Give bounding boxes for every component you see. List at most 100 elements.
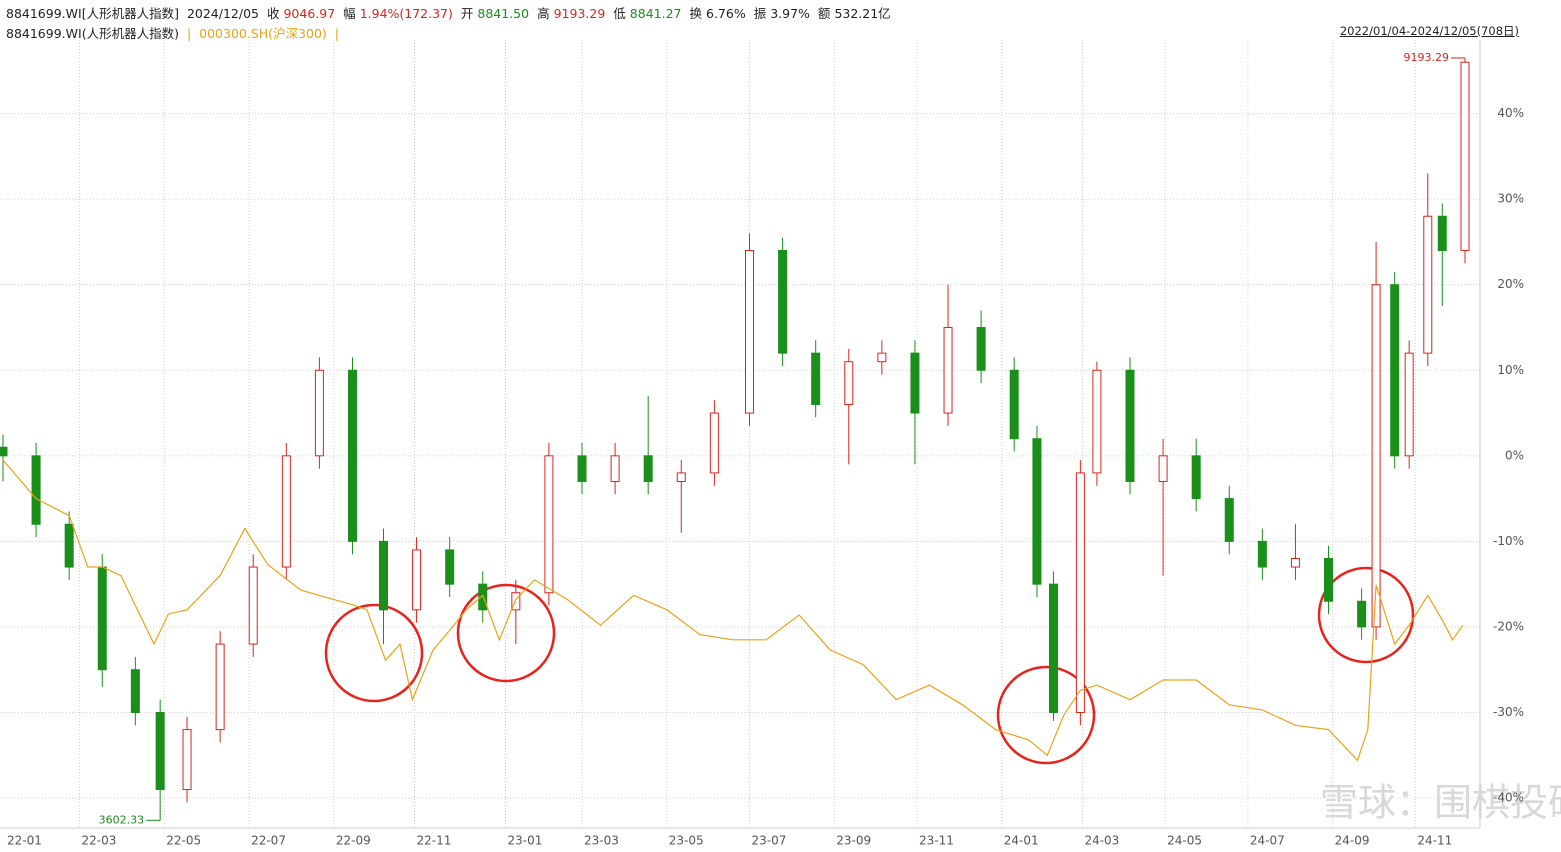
x-tick-label: 24-05	[1167, 834, 1202, 848]
watermark: 雪球：围棋投研	[1320, 781, 1561, 825]
quote-bar: 8841699.WI[人形机器人指数] 2024/12/05 收 9046.97 …	[6, 3, 895, 22]
candle-body	[577, 455, 587, 482]
x-tick-label: 23-03	[584, 834, 619, 848]
y-tick-label: 10%	[1497, 363, 1524, 377]
legend-compare[interactable]: 000300.SH(沪深300)	[199, 26, 327, 41]
candle-body	[910, 352, 920, 414]
candle-body	[511, 592, 521, 611]
candle-body	[1324, 557, 1334, 602]
candle-body	[1257, 540, 1267, 568]
x-tick-label: 22-09	[336, 834, 371, 848]
candle-body	[155, 711, 165, 790]
candle-body	[709, 412, 719, 474]
turnover: 6.76%	[706, 6, 746, 21]
candle-body	[0, 446, 8, 457]
x-tick-label: 24-07	[1250, 834, 1285, 848]
amount: 532.21亿	[834, 6, 891, 21]
candle-body	[445, 549, 455, 585]
candle-body	[412, 549, 422, 611]
candle-body	[248, 566, 258, 645]
legend: 8841699.WI(人形机器人指数) | 000300.SH(沪深300) |	[6, 23, 343, 42]
candle-body	[1191, 455, 1201, 500]
candle-body	[1423, 215, 1433, 354]
candle-body	[976, 326, 986, 371]
candle-body	[778, 249, 788, 354]
y-tick-label: 0%	[1505, 448, 1524, 462]
candle-body	[478, 583, 488, 611]
label: 低	[613, 6, 626, 21]
y-tick-label: 20%	[1497, 277, 1524, 291]
y-tick-label: -40%	[1493, 791, 1524, 805]
x-tick-label: 22-05	[166, 834, 201, 848]
y-tick-label: -30%	[1493, 705, 1524, 719]
label: 收	[266, 6, 280, 21]
x-tick-label: 22-11	[417, 834, 452, 848]
y-tick-label: -20%	[1493, 619, 1524, 633]
candle-body	[1357, 600, 1367, 628]
candle-body	[610, 455, 620, 482]
candle-body	[1390, 284, 1400, 457]
candle-body	[314, 369, 324, 457]
label: 振	[753, 6, 767, 21]
highlight-circle	[456, 583, 556, 683]
low: 8841.27	[629, 6, 682, 21]
candle-body	[1437, 215, 1447, 251]
candle-body	[745, 249, 755, 414]
open: 8841.50	[477, 6, 530, 21]
candle-body	[347, 369, 357, 542]
candle-body	[1158, 455, 1168, 482]
highlight-circle	[1317, 566, 1415, 664]
candle-body	[943, 326, 953, 414]
y-tick-label: -10%	[1493, 534, 1524, 548]
amplitude: 3.97%	[770, 6, 810, 21]
candle-body	[1032, 438, 1042, 585]
candle-body	[676, 472, 686, 482]
change: 1.94%(172.37)	[359, 6, 453, 21]
highlight-circle	[996, 665, 1096, 765]
candle-body	[643, 455, 653, 482]
candle-body	[281, 455, 291, 568]
candle-body	[1075, 472, 1085, 713]
candle-body	[1224, 498, 1234, 542]
candle-body	[97, 566, 107, 671]
label: 开	[460, 6, 474, 21]
label: 幅	[343, 6, 356, 21]
candle-body	[64, 523, 74, 568]
candle-body	[844, 361, 854, 405]
close: 9046.97	[283, 6, 336, 21]
candle-body	[544, 455, 554, 594]
candle-body	[1092, 369, 1102, 474]
label: 高	[537, 6, 550, 21]
candle-body	[1125, 369, 1135, 482]
x-tick-label: 22-01	[7, 834, 42, 848]
x-tick-label: 23-07	[752, 834, 787, 848]
code: 8841699.WI[人形机器人指数]	[6, 6, 179, 21]
separator: |	[186, 26, 192, 41]
x-tick-label: 23-01	[507, 834, 542, 848]
candle-body	[1290, 557, 1300, 568]
y-tick-label: 40%	[1497, 106, 1524, 120]
x-tick-label: 24-09	[1335, 834, 1370, 848]
annotation: 9193.29	[1404, 51, 1450, 64]
x-tick-label: 22-07	[251, 834, 286, 848]
high: 9193.29	[553, 6, 606, 21]
candle-body	[378, 540, 388, 611]
date: 2024/12/05	[186, 6, 259, 21]
x-tick-label: 23-05	[669, 834, 704, 848]
date-range[interactable]: 2022/01/04-2024/12/05(708日)	[1339, 24, 1519, 38]
highlight-circle	[324, 603, 424, 703]
candle-body	[182, 729, 192, 790]
candle-body	[1371, 284, 1381, 628]
label: 额	[817, 6, 831, 21]
x-tick-label: 24-01	[1004, 834, 1039, 848]
separator: |	[334, 26, 339, 41]
y-tick-label: 30%	[1497, 192, 1524, 206]
candle-body	[811, 352, 821, 405]
annotation: 3602.33	[99, 813, 145, 826]
compare-line	[2, 459, 1464, 762]
candle-body	[1404, 352, 1414, 457]
x-tick-label: 24-03	[1084, 834, 1119, 848]
candle-body	[1048, 583, 1058, 713]
